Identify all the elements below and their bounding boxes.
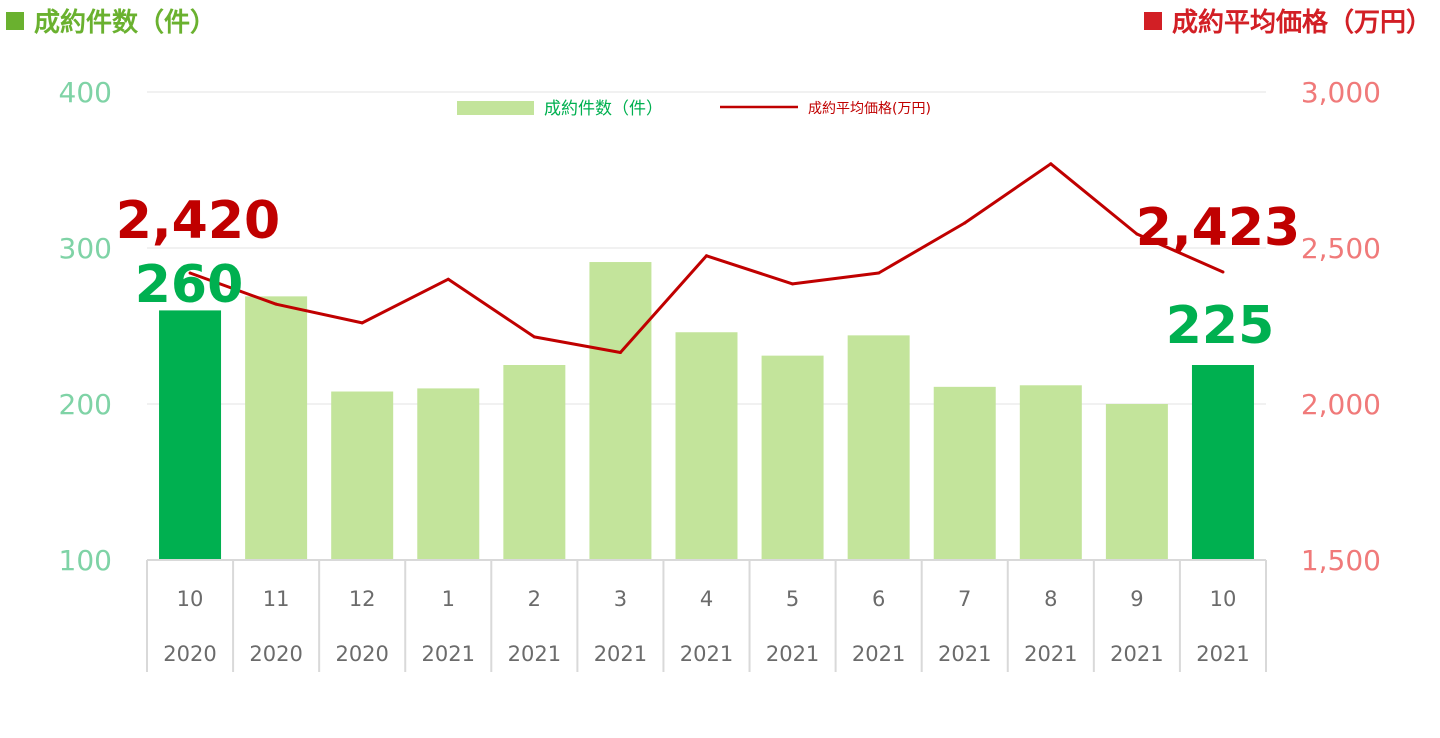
line-point-3 [446,277,450,281]
left-header-square-icon [6,12,24,30]
left-y-axis: 100 200 300 400 [59,76,112,577]
line-point-2 [360,321,364,325]
line-point-5 [618,351,622,355]
line-point-10 [1049,162,1053,166]
legend: 成約件数（件） 成約平均価格(万円) [457,99,931,119]
x-tick-month: 5 [786,587,799,611]
left-header-title: 成約件数（件） [34,8,217,38]
x-tick-month: 10 [1210,587,1237,611]
bar-9 [933,386,996,560]
legend-line-label: 成約平均価格(万円) [808,101,931,117]
x-tick-month: 1 [442,587,455,611]
x-tick-year: 2021 [938,642,991,666]
bar-2 [331,391,394,560]
right-y-tick: 2,500 [1301,232,1381,265]
x-tick-year: 2021 [508,642,561,666]
left-y-tick: 400 [59,76,112,109]
left-axis-header: 成約件数（件） [6,2,216,39]
line-point-12 [1221,270,1225,274]
price-line [189,162,1224,354]
x-tick-year: 2021 [680,642,733,666]
x-tick-month: 2 [528,587,541,611]
bar-0 [159,310,222,560]
line-series [188,162,1225,355]
x-tick-year: 2021 [766,642,819,666]
legend-bar-label: 成約件数（件） [544,99,663,119]
x-tick-month: 8 [1044,587,1057,611]
right-header-title: 成約平均価格（万円） [1171,8,1432,38]
bar-6 [675,332,738,560]
bar-10 [1019,385,1082,560]
x-tick-year: 2021 [594,642,647,666]
x-tick-month: 11 [263,587,290,611]
x-tick-year: 2021 [1110,642,1163,666]
line-point-1 [274,302,278,306]
bar-7 [761,355,824,560]
x-tick-year: 2021 [1024,642,1077,666]
left-y-tick: 300 [59,232,112,265]
line-point-9 [963,221,967,225]
x-tick-month: 7 [958,587,971,611]
bar-12 [1191,365,1254,560]
left-y-tick: 200 [59,388,112,421]
annotation-price-start: 2,420 [116,191,280,251]
bar-11 [1105,404,1168,560]
line-point-7 [791,282,795,286]
x-tick-year: 2020 [163,642,216,666]
line-point-6 [705,254,708,258]
x-tick-year: 2021 [422,642,475,666]
line-point-8 [877,271,881,275]
x-tick-month: 12 [349,587,376,611]
bar-5 [589,262,652,560]
annotation-count-start: 260 [135,255,244,315]
x-tick-month: 6 [872,587,885,611]
bar-8 [847,335,910,560]
x-tick-year: 2021 [852,642,905,666]
left-y-tick: 100 [59,544,112,577]
line-point-4 [532,335,536,339]
right-header-square-icon [1143,12,1162,30]
right-axis-header: 成約平均価格（万円） [1143,2,1432,39]
x-tick-month: 10 [177,587,204,611]
annotation-count-end: 225 [1166,296,1275,356]
annotation-price-end: 2,423 [1136,198,1300,258]
x-axis: 10 2020 11 2020 12 2020 1 2021 2 2021 3 2021 4 2021 5 2… [146,559,1267,672]
bar-3 [417,388,480,560]
x-tick-month: 4 [700,587,713,611]
x-tick-year: 2020 [249,642,302,666]
x-tick-month: 3 [614,587,627,611]
x-tick-year: 2020 [335,642,388,666]
right-y-tick: 1,500 [1301,544,1381,577]
right-y-axis: 1,500 2,000 2,500 3,000 [1301,76,1381,577]
x-tick-month: 9 [1130,587,1143,611]
bar-4 [503,365,566,560]
bar-1 [245,296,308,560]
bar-series [159,262,1254,560]
legend-bar-swatch [457,101,534,115]
x-tick-year: 2021 [1196,642,1249,666]
right-y-tick: 3,000 [1301,76,1381,109]
right-y-tick: 2,000 [1301,388,1381,421]
line-point-0 [188,271,192,275]
line-point-11 [1135,232,1139,236]
